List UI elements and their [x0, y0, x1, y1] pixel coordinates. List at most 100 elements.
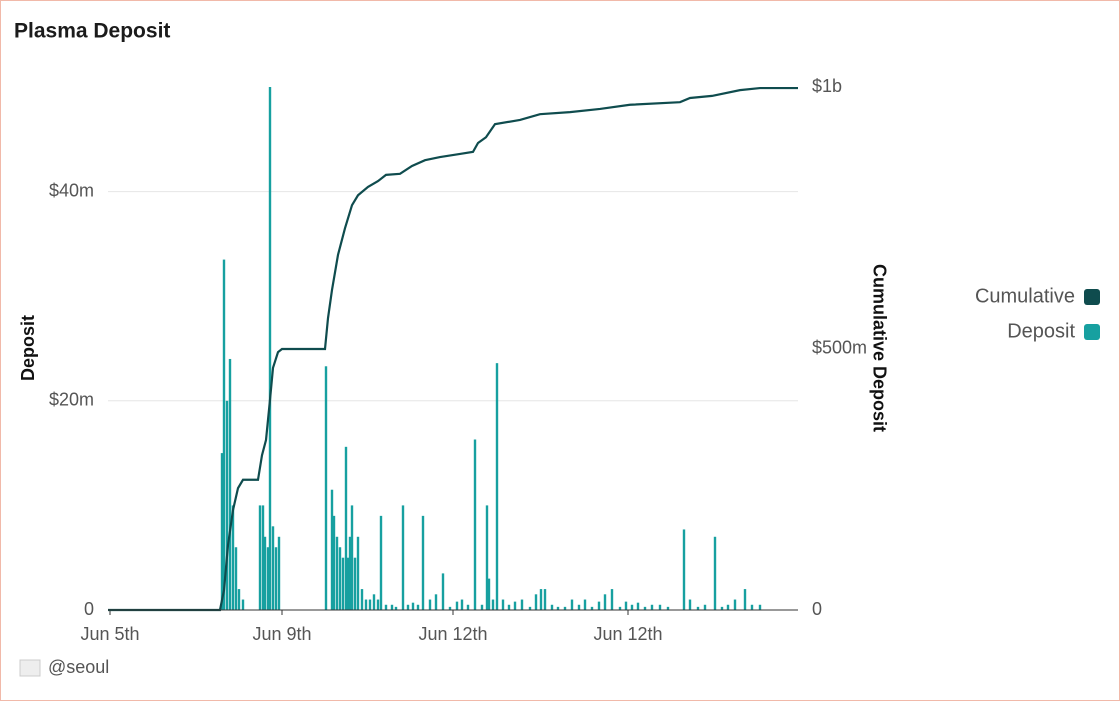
bar: [733, 599, 737, 610]
bar: [758, 604, 762, 610]
bar: [455, 601, 459, 610]
y-axis-label: Deposit: [18, 315, 38, 381]
bar: [268, 87, 272, 610]
bar: [603, 594, 607, 610]
bar: [384, 604, 388, 610]
bar: [658, 604, 662, 610]
bar: [416, 604, 420, 610]
y-tick-label: 0: [84, 599, 94, 619]
bar: [237, 589, 241, 610]
bar: [720, 606, 724, 610]
bar: [480, 604, 484, 610]
y2-axis-label: Cumulative Deposit: [869, 264, 889, 432]
bar: [428, 599, 432, 610]
bar: [513, 601, 517, 610]
bar: [495, 363, 499, 610]
bar: [434, 594, 438, 610]
bar: [335, 536, 339, 610]
bar: [726, 604, 730, 610]
bar: [330, 489, 334, 610]
bar: [610, 589, 614, 610]
legend-label: Deposit: [1007, 320, 1075, 342]
bar: [520, 599, 524, 610]
bar: [266, 547, 270, 610]
y2-tick-label: 0: [812, 599, 822, 619]
bar: [356, 536, 360, 610]
bar: [353, 557, 357, 610]
bar: [750, 604, 754, 610]
bar: [528, 606, 532, 610]
footer-icon: [19, 659, 41, 677]
bar: [630, 604, 634, 610]
bar: [624, 601, 628, 610]
bar: [368, 599, 372, 610]
bar: [222, 259, 226, 610]
x-tick-label: Jun 12th: [418, 624, 487, 644]
bar: [346, 557, 350, 610]
bar: [241, 599, 245, 610]
bar: [491, 599, 495, 610]
bar: [618, 606, 622, 610]
bar: [543, 589, 547, 610]
bar: [228, 358, 232, 610]
bar: [220, 453, 224, 610]
x-tick-label: Jun 5th: [80, 624, 139, 644]
bar: [448, 606, 452, 610]
bar: [501, 599, 505, 610]
chart-title: Plasma Deposit: [14, 20, 170, 43]
bar: [485, 505, 489, 610]
bar: [570, 599, 574, 610]
x-tick-label: Jun 9th: [252, 624, 311, 644]
bar: [460, 599, 464, 610]
bar: [539, 589, 543, 610]
y-tick-label: $20m: [49, 390, 94, 410]
bar: [534, 594, 538, 610]
bar: [696, 606, 700, 610]
x-tick-label: Jun 12th: [593, 624, 662, 644]
bar: [563, 606, 567, 610]
legend-label: Cumulative: [975, 285, 1075, 307]
bar: [466, 604, 470, 610]
bar: [643, 606, 647, 610]
bar: [636, 602, 640, 610]
bar: [376, 599, 380, 610]
bar: [421, 515, 425, 610]
bar: [487, 578, 491, 610]
bar: [225, 400, 229, 610]
bar: [473, 439, 477, 610]
y-tick-label: $40m: [49, 180, 94, 200]
bar: [231, 505, 235, 610]
bar: [274, 547, 278, 610]
bar: [234, 547, 238, 610]
cumulative-line: [108, 86, 798, 612]
bar: [364, 599, 368, 610]
bar: [743, 589, 747, 610]
legend-swatch: [1084, 324, 1100, 340]
bar: [394, 606, 398, 610]
bar: [348, 536, 352, 610]
bar: [650, 604, 654, 610]
bar: [406, 604, 410, 610]
bar: [703, 604, 707, 610]
bar: [577, 604, 581, 610]
bar: [277, 536, 281, 610]
bar: [372, 594, 376, 610]
y2-tick-label: $500m: [812, 337, 867, 357]
bar: [261, 505, 265, 610]
bar: [713, 536, 717, 610]
bar: [556, 606, 560, 610]
bar: [597, 601, 601, 610]
legend-swatch: [1084, 289, 1100, 305]
bar: [341, 557, 345, 610]
bar: [258, 505, 262, 610]
bar: [550, 604, 554, 610]
bar: [682, 529, 686, 610]
bar: [390, 604, 394, 610]
bar: [411, 602, 415, 610]
bar: [441, 573, 445, 610]
bar: [324, 366, 328, 610]
bar: [590, 606, 594, 610]
bar: [583, 599, 587, 610]
